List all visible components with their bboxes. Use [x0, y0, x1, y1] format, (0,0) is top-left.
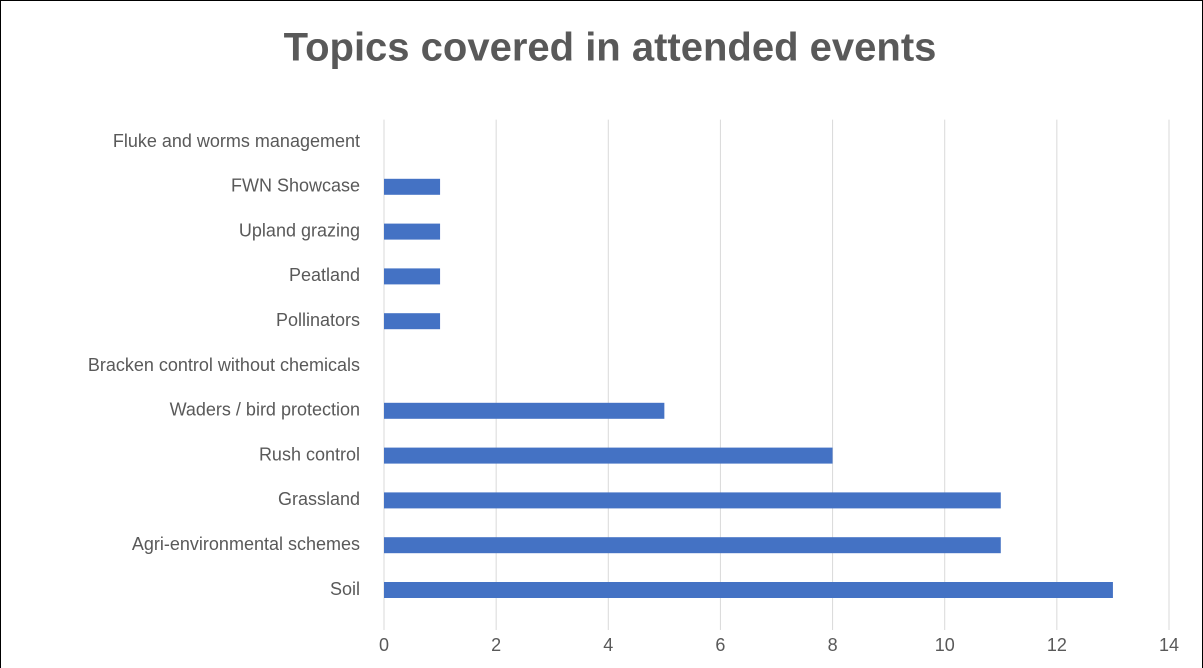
y-tick-label: Pollinators — [276, 310, 360, 330]
y-tick-label: Peatland — [289, 265, 360, 285]
bar — [384, 178, 441, 195]
x-tick-label: 0 — [379, 635, 389, 655]
y-tick-label: Rush control — [259, 444, 360, 464]
chart-title: Topics covered in attended events — [284, 26, 937, 70]
bar — [384, 268, 441, 285]
x-tick-label: 4 — [603, 635, 613, 655]
y-tick-label: Grassland — [278, 489, 360, 509]
y-tick-label: Bracken control without chemicals — [88, 355, 360, 375]
x-tick-label: 6 — [715, 635, 725, 655]
x-tick-label: 14 — [1159, 635, 1179, 655]
x-tick-label: 10 — [935, 635, 955, 655]
x-tick-label: 8 — [828, 635, 838, 655]
bar — [384, 223, 441, 240]
y-tick-label: FWN Showcase — [231, 176, 360, 196]
bar — [384, 492, 1001, 509]
bar — [384, 537, 1001, 554]
bar — [384, 582, 1113, 598]
y-tick-label: Upland grazing — [239, 220, 360, 240]
y-tick-label: Soil — [330, 579, 360, 599]
x-tick-label: 12 — [1047, 635, 1067, 655]
bar — [384, 402, 665, 419]
bar — [384, 313, 441, 330]
y-tick-label: Agri-environmental schemes — [132, 534, 360, 554]
x-tick-label: 2 — [491, 635, 501, 655]
y-tick-label: Fluke and worms management — [113, 131, 360, 151]
bar — [384, 447, 833, 464]
y-tick-label: Waders / bird protection — [170, 400, 360, 420]
